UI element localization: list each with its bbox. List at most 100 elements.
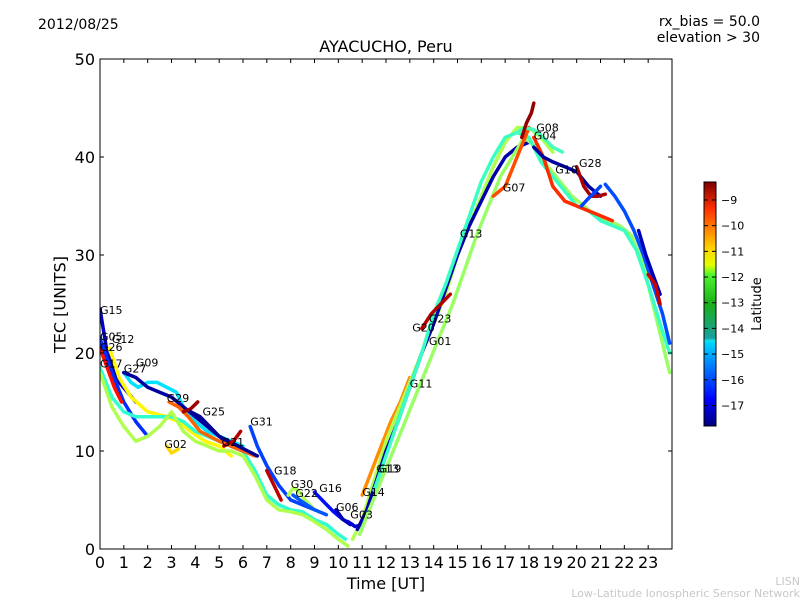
- satellite-label-g10: G10: [555, 164, 578, 177]
- satellite-label-g03: G03: [350, 509, 373, 522]
- series-line-g28: [574, 165, 608, 198]
- satellite-label-g16: G16: [319, 482, 342, 495]
- series-line-g02: [164, 444, 181, 455]
- series-line-g30: [286, 486, 317, 512]
- satellite-label-g11: G11: [410, 377, 433, 390]
- satellite-label-g08: G08: [536, 122, 559, 135]
- series-line-g25: [188, 410, 260, 458]
- satellite-label-g25: G25: [203, 406, 226, 419]
- satellite-label-g02: G02: [164, 438, 187, 451]
- credit-short: LISN: [775, 575, 800, 588]
- satellite-label-g30: G30: [291, 478, 314, 491]
- satellite-label-g19: G19: [379, 463, 402, 476]
- satellite-label-g27: G27: [124, 363, 147, 376]
- satellite-label-g14: G14: [362, 486, 385, 499]
- x-tick-label: 1: [119, 553, 129, 572]
- x-tick-label: 23: [638, 553, 658, 572]
- satellite-label-g26: G26: [100, 341, 123, 354]
- x-tick-label: 18: [519, 553, 539, 572]
- colorbar-tick-label: −11: [721, 245, 744, 258]
- satellite-label-g18: G18: [274, 465, 297, 478]
- series-line-g28b: [579, 184, 603, 208]
- colorbar-tick-label: −12: [721, 271, 744, 284]
- satellite-label-g13: G13: [460, 227, 483, 240]
- series-line-g22: [291, 493, 329, 517]
- x-tick-label: 8: [286, 553, 296, 572]
- x-tick-label: 15: [447, 553, 467, 572]
- series-line-g31: [248, 424, 317, 512]
- satellite-label-g06: G06: [336, 501, 359, 514]
- x-tick-label: 13: [400, 553, 420, 572]
- series-line-g23: [420, 292, 453, 331]
- satellite-label-g28: G28: [579, 157, 602, 170]
- x-tick-label: 11: [352, 553, 372, 572]
- series-line-g29r: [181, 400, 200, 414]
- satellite-label-g15: G15: [100, 304, 123, 317]
- credit-long: Low-Latitude Ionospheric Sensor Network: [571, 587, 800, 600]
- colorbar-tick-label: −17: [721, 399, 744, 412]
- colorbar-tick-label: −14: [721, 322, 744, 335]
- x-tick-label: 14: [423, 553, 443, 572]
- series-line-g18: [265, 468, 283, 502]
- series-line-g19r: [646, 272, 662, 306]
- y-tick-label: 0: [85, 540, 95, 559]
- x-tick-label: 10: [328, 553, 348, 572]
- series-line-g26: [100, 346, 124, 404]
- satellite-label-g07: G07: [503, 181, 526, 194]
- series-lines: [100, 101, 672, 548]
- series-line-g12: [107, 346, 233, 458]
- series-line-g21: [222, 429, 243, 448]
- x-tick-label: 9: [309, 553, 319, 572]
- series-line-g10: [532, 145, 603, 198]
- x-tick-label: 16: [471, 553, 491, 572]
- satellite-label-g13: G13: [377, 463, 400, 476]
- satellite-label-g23: G23: [429, 313, 452, 326]
- x-tick-label: 5: [214, 553, 224, 572]
- series-line-g04: [532, 135, 615, 223]
- y-tick-label: 30: [75, 246, 95, 265]
- date-label: 2012/08/25: [38, 17, 119, 33]
- elevation-label: elevation > 30: [656, 30, 760, 46]
- series-line-g32: [603, 182, 672, 345]
- x-tick-label: 21: [590, 553, 610, 572]
- series-line-g07: [491, 125, 531, 198]
- parameters-label: rx_bias = 50.0 elevation > 30: [657, 14, 760, 46]
- x-tick-label: 7: [262, 553, 272, 572]
- colorbar-gradient: [703, 181, 717, 427]
- satellite-label-g17: G17: [100, 358, 123, 371]
- series-line-g29: [167, 400, 257, 458]
- x-tick-label: 19: [543, 553, 563, 572]
- series-line-g17: [100, 365, 348, 541]
- satellite-label-g12: G12: [112, 333, 135, 346]
- series-line-g14: [360, 375, 412, 497]
- x-tick-label: 0: [95, 553, 105, 572]
- series-line-g01: [358, 135, 672, 537]
- colorbar: −9 −10 −11 −12 −13 −14 −15 −16 −17 Latitude: [703, 181, 765, 427]
- chart-title: AYACUCHO, Peru: [319, 37, 453, 56]
- colorbar-tick-label: −10: [721, 220, 744, 233]
- satellite-label-g09: G09: [136, 357, 159, 370]
- x-axis-label: Time [UT]: [346, 574, 426, 593]
- colorbar-tick-label: −13: [721, 297, 744, 310]
- satellite-label-g01: G01: [429, 335, 452, 348]
- satellite-label-g22: G22: [295, 487, 318, 500]
- colorbar-label: Latitude: [750, 277, 765, 331]
- axis-ticks: 0 1 2 3 4 5 6 7 8 9 10 11 12 13 14 15 16 17 18 19 20 21 22 2301…: [75, 50, 672, 572]
- satellite-label-g04: G04: [534, 129, 557, 142]
- series-line-g05: [100, 336, 150, 439]
- satellite-label-g05: G05: [100, 330, 123, 343]
- colorbar-tick-label: −16: [721, 374, 744, 387]
- x-tick-label: 12: [376, 553, 396, 572]
- series-line-g17b: [100, 370, 350, 548]
- rx-bias-label: rx_bias = 50.0: [658, 14, 760, 30]
- y-tick-label: 50: [75, 50, 95, 69]
- colorbar-tick-label: −15: [721, 348, 744, 361]
- y-tick-label: 20: [75, 344, 95, 363]
- satellite-label-g21: G21: [222, 436, 245, 449]
- y-tick-label: 10: [75, 442, 95, 461]
- satellite-label-g31: G31: [250, 416, 273, 429]
- x-tick-label: 2: [143, 553, 153, 572]
- x-tick-label: 17: [495, 553, 515, 572]
